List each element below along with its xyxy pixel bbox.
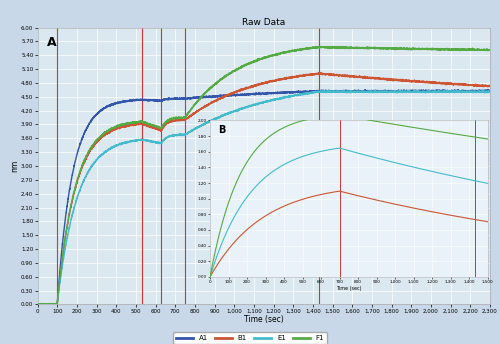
Text: B: B xyxy=(218,125,226,135)
Text: A: A xyxy=(46,36,56,49)
X-axis label: Time (sec): Time (sec) xyxy=(336,286,361,291)
X-axis label: Time (sec): Time (sec) xyxy=(244,315,284,324)
Legend: A1, B1, E1, F1: A1, B1, E1, F1 xyxy=(173,332,327,344)
Title: Raw Data: Raw Data xyxy=(242,18,286,27)
Y-axis label: nm: nm xyxy=(10,160,20,172)
